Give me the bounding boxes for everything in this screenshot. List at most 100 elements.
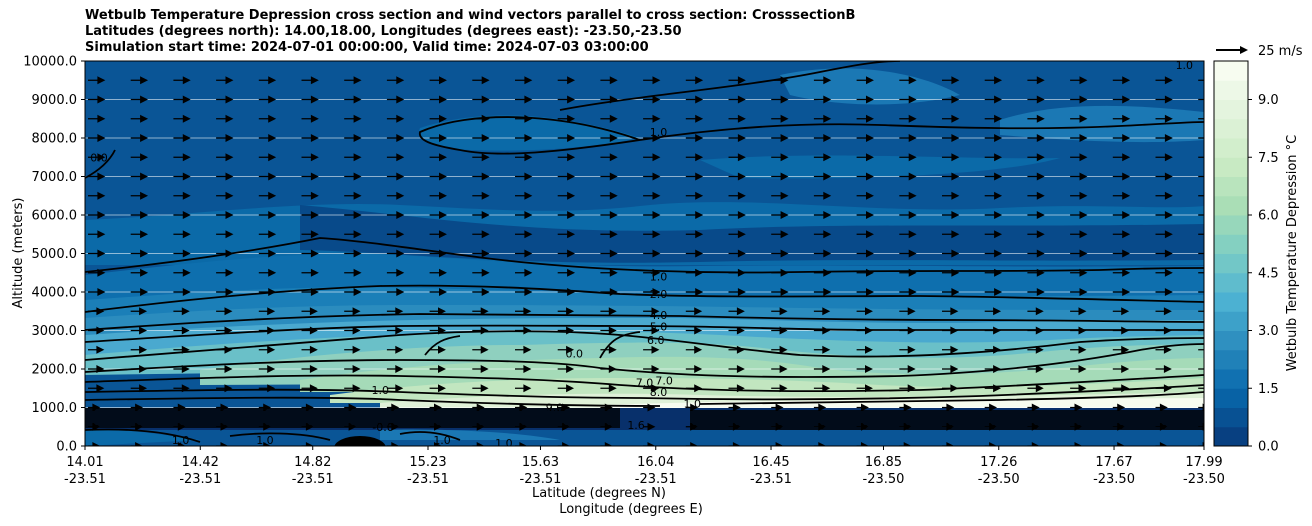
wind-vector [386,95,405,104]
wind-vector [88,230,106,239]
wind-vector [1155,230,1173,239]
wind-vector [130,230,149,239]
wind-vector [515,326,532,335]
wind-vector [856,95,874,104]
wind-vector [515,422,528,431]
wind-vector [856,442,869,446]
upper-patch-3 [1000,105,1204,143]
colorbar-level [1214,311,1248,331]
wind-vector [984,114,1003,123]
x-tick-label-lon: -23.50 [863,472,905,487]
wind-vector [685,249,704,258]
y-tick-label: 7000.0 [32,170,78,185]
wind-vector [130,114,149,123]
wind-vector [1027,249,1045,258]
wind-vector [643,172,661,181]
wind-vector [984,288,1003,296]
wind-vector [813,307,831,316]
wind-vector [856,134,874,142]
contour-label: 7.0 [655,375,673,388]
wind-vector [984,134,1003,142]
contour-line [639,121,1204,141]
wind-vector [728,307,745,316]
colorbar-level [1214,426,1248,447]
contour-label: 9.0 [546,402,564,415]
wind-vector [88,365,105,373]
wind-vector [1027,76,1045,85]
wind-vector [515,268,533,277]
wind-vector [771,307,788,316]
wind-vector [216,326,233,335]
wind-vector [1070,134,1088,142]
wind-vector [1027,211,1045,219]
wind-vector [301,345,318,354]
wind-vector [984,307,1002,316]
wind-vector [942,288,960,296]
wind-vector [472,153,490,162]
wind-vector [1027,442,1040,446]
wind-vector [344,172,362,181]
wind-vector [813,191,832,200]
wind-vector [130,345,148,354]
wind-vector [984,249,1003,258]
wind-vector [942,384,959,393]
x-tick-label-lon: -23.51 [635,472,677,487]
wind-vector [600,153,618,162]
wind-vector [728,172,746,181]
title-line-1: Wetbulb Temperature Depression cross sec… [85,8,856,23]
wind-vector [771,326,788,335]
contour-label: 1.0 [495,437,513,450]
wind-vector [429,95,447,104]
wind-vector [728,384,745,393]
wind-vector [173,134,191,142]
wind-vector [856,345,873,354]
wind-vector [1155,442,1168,446]
wind-vector [216,442,229,446]
wind-vector [557,403,571,412]
wind-vector [984,76,1003,85]
wind-vector [88,307,105,316]
wind-vector [1027,95,1045,104]
wind-vector [643,230,661,239]
wind-vector [515,384,532,393]
wind-vector [515,191,533,200]
wind-vector [1112,114,1131,123]
wind-vector [472,268,490,277]
wind-vector [344,307,361,316]
wind-vector [1027,365,1044,373]
wind-vector [386,191,405,200]
wind-vector [130,384,148,393]
wind-vector [515,249,533,258]
wind-vector [429,134,447,142]
wind-vector [173,76,191,85]
contour-labels: 1.01.02.04.05.06.07.0 7.08.09.01.00.01.0 1… [90,61,1193,450]
wind-vector [813,230,832,239]
wind-vector [643,153,661,162]
wind-vector [899,153,917,162]
wind-vector [1070,268,1088,277]
wind-vector [813,403,827,412]
wind-vector [643,114,661,123]
wind-vector [301,365,318,373]
wind-vector [1070,403,1083,412]
wind-vector [557,230,576,239]
wind-vector [88,384,105,393]
wind-vector [600,134,618,142]
wind-vector [600,114,618,123]
wind-vector [942,153,960,162]
wind-vector [600,384,617,393]
x-tick-label-lat: 17.67 [1095,455,1132,470]
wind-vector [515,76,533,85]
wind-vector [1112,307,1130,316]
wind-vector [856,307,873,316]
wind-vector [728,76,746,85]
wind-vector [88,76,106,85]
wind-vector [557,365,575,373]
wind-vector [1027,191,1045,200]
wind-vector [1155,326,1172,335]
wind-vector [258,365,276,373]
wind-vector [472,76,490,85]
wind-vector [88,345,105,354]
wind-reference-arrowhead [1240,46,1248,54]
wind-vector [1155,307,1172,316]
